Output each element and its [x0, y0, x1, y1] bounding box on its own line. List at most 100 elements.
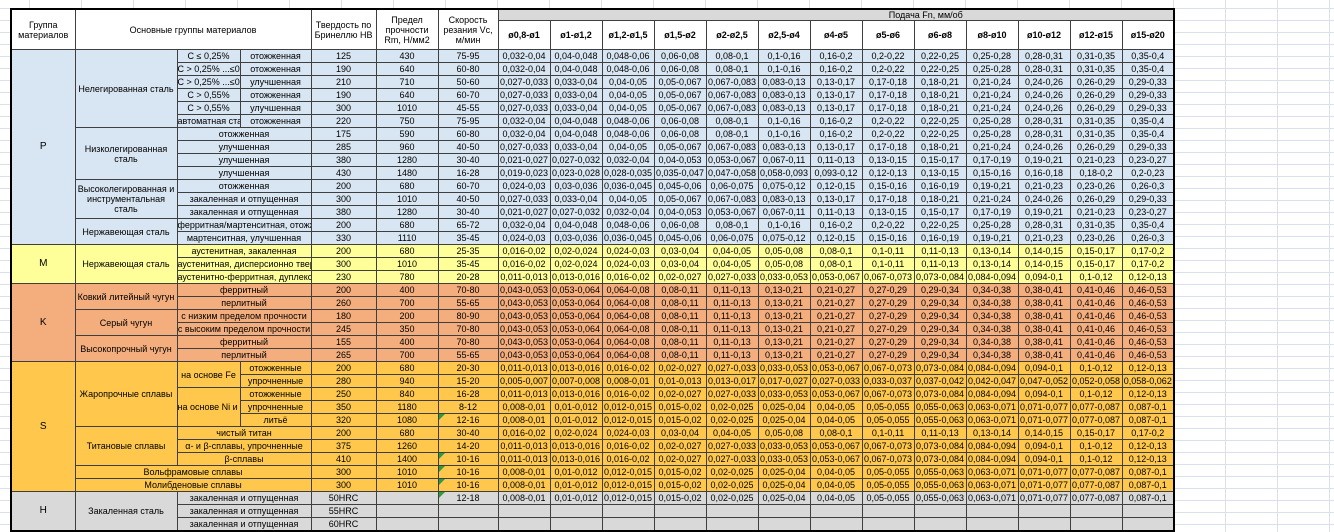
cell-feed[interactable]: 0,008-0,01 — [497, 400, 551, 414]
cell-feed[interactable]: 0,18-0,21 — [913, 140, 967, 154]
cell-speed[interactable]: 75-95 — [437, 114, 499, 128]
cell-feed[interactable]: 0,26-0,29 — [1069, 75, 1123, 89]
cell-feed[interactable]: 0,29-0,33 — [1121, 140, 1175, 154]
cell-feed[interactable]: 0,2-0,22 — [861, 62, 915, 76]
cell-feed[interactable]: 0,17-0,2 — [1121, 257, 1175, 271]
cell-feed[interactable]: 0,08-0,1 — [705, 127, 759, 141]
cell-feed[interactable]: 0,015-0,02 — [653, 413, 707, 427]
cell-feed[interactable]: 0,08-0,1 — [705, 49, 759, 63]
cell-feed-empty[interactable] — [1017, 517, 1071, 532]
cell-material-group[interactable]: Жаропрочные сплавы — [74, 361, 178, 427]
cell-feed[interactable]: 0,021-0,027 — [497, 205, 551, 219]
cell-feed[interactable]: 0,08-0,11 — [653, 309, 707, 323]
cell-feed[interactable]: 0,27-0,29 — [861, 348, 915, 362]
cell-feed[interactable]: 0,083-0,13 — [757, 75, 811, 89]
cell-hardness[interactable]: 330 — [310, 231, 377, 245]
cell-feed[interactable]: 0,063-0,071 — [965, 478, 1019, 492]
cell-hardness[interactable]: 300 — [310, 101, 377, 115]
cell-feed[interactable]: 0,18-0,21 — [913, 101, 967, 115]
cell-feed[interactable]: 0,048-0,06 — [601, 49, 655, 63]
cell-feed[interactable]: 0,02-0,024 — [549, 257, 603, 271]
cell-feed[interactable]: 0,083-0,13 — [757, 192, 811, 206]
cell-feed[interactable]: 0,25-0,28 — [965, 62, 1019, 76]
cell-feed[interactable]: 0,073-0,084 — [913, 270, 967, 284]
header-cutting-speed[interactable]: Скорость резания Vc, м/мин — [437, 8, 499, 50]
cell-feed[interactable]: 0,016-0,02 — [497, 426, 551, 440]
cell-feed[interactable]: 0,013-0,016 — [549, 270, 603, 284]
cell-feed[interactable]: 0,17-0,18 — [861, 101, 915, 115]
cell-feed[interactable]: 0,02-0,025 — [705, 491, 759, 505]
cell-feed[interactable]: 0,071-0,077 — [1017, 491, 1071, 505]
cell-feed[interactable]: 0,21-0,27 — [809, 348, 863, 362]
cell-feed[interactable]: 0,1-0,12 — [1069, 387, 1123, 401]
cell-feed[interactable]: 0,18-0,21 — [913, 192, 967, 206]
cell-feed[interactable]: 0,087-0,1 — [1121, 465, 1175, 479]
cell-feed[interactable]: 0,032-0,04 — [601, 153, 655, 167]
cell-feed[interactable]: 0,29-0,33 — [1121, 75, 1175, 89]
cell-feed[interactable]: 0,11-0,13 — [913, 257, 967, 271]
cell-feed[interactable]: 0,053-0,064 — [549, 283, 603, 297]
cell-strength[interactable]: 400 — [375, 335, 439, 349]
cell-hardness[interactable]: 180 — [310, 309, 377, 323]
header-tensile-strength[interactable]: Предел прочности Rm, Н/мм2 — [375, 8, 439, 50]
cell-feed[interactable]: 0,053-0,064 — [549, 296, 603, 310]
feed-column-header[interactable]: ø1,5-ø2 — [653, 20, 707, 50]
cell-feed[interactable]: 0,24-0,26 — [1017, 101, 1071, 115]
cell-feed[interactable]: 0,027-0,033 — [705, 270, 759, 284]
cell-feed[interactable]: 0,008-0,01 — [497, 491, 551, 505]
cell-feed[interactable]: 0,04-0,053 — [653, 153, 707, 167]
cell-feed[interactable]: 0,38-0,41 — [1017, 309, 1071, 323]
cell-feed[interactable]: 0,053-0,067 — [705, 205, 759, 219]
cell-feed[interactable]: 0,13-0,21 — [757, 322, 811, 336]
cell-feed[interactable]: 0,035-0,047 — [653, 166, 707, 180]
cell-feed[interactable]: 0,23-0,27 — [1121, 153, 1175, 167]
cell-feed[interactable]: 0,027-0,033 — [705, 361, 759, 375]
cell-feed-empty[interactable] — [965, 517, 1019, 532]
cell-speed[interactable]: 30-40 — [437, 153, 499, 167]
cell-strength[interactable] — [375, 517, 439, 532]
cell-feed[interactable]: 0,15-0,17 — [913, 205, 967, 219]
cell-feed[interactable]: 0,11-0,13 — [809, 153, 863, 167]
cell-feed[interactable]: 0,13-0,14 — [965, 257, 1019, 271]
cell-speed[interactable]: 80-90 — [437, 309, 499, 323]
cell-feed[interactable]: 0,043-0,053 — [497, 322, 551, 336]
cell-feed[interactable]: 0,033-0,053 — [757, 452, 811, 466]
cell-feed[interactable]: 0,033-0,04 — [549, 101, 603, 115]
cell-material-group[interactable]: Вольфрамовые сплавы — [74, 465, 312, 479]
cell-feed[interactable]: 0,08-0,1 — [809, 426, 863, 440]
cell-feed[interactable]: 0,11-0,13 — [705, 296, 759, 310]
cell-strength[interactable]: 940 — [375, 374, 439, 388]
cell-feed[interactable]: 0,011-0,013 — [497, 439, 551, 453]
cell-feed[interactable]: 0,05-0,08 — [757, 426, 811, 440]
cell-feed[interactable]: 0,05-0,067 — [653, 101, 707, 115]
cell-state[interactable]: закаленная и отпущенная — [176, 504, 312, 518]
cell-feed[interactable]: 0,053-0,067 — [809, 270, 863, 284]
cell-feed[interactable]: 0,29-0,34 — [913, 335, 967, 349]
header-main-groups[interactable]: Основные группы материалов — [74, 8, 312, 50]
cell-feed[interactable]: 0,1-0,11 — [861, 257, 915, 271]
cell-feed[interactable]: 0,055-0,063 — [913, 478, 967, 492]
cell-speed[interactable]: 30-40 — [437, 205, 499, 219]
cell-feed-empty[interactable] — [757, 517, 811, 532]
feed-column-header[interactable]: ø0,8-ø1 — [497, 20, 551, 50]
cell-feed[interactable]: 0,067-0,073 — [861, 361, 915, 375]
cell-feed[interactable]: 0,22-0,25 — [913, 49, 967, 63]
cell-feed[interactable]: 0,17-0,18 — [861, 88, 915, 102]
cell-state[interactable]: улучшенная — [176, 153, 312, 167]
cell-feed[interactable]: 0,21-0,27 — [809, 335, 863, 349]
cell-speed[interactable]: 30-40 — [437, 426, 499, 440]
cell-feed[interactable]: 0,027-0,033 — [497, 192, 551, 206]
cell-feed[interactable]: 0,16-0,2 — [809, 218, 863, 232]
header-brinell-hardness[interactable]: Твердость по Бринеллю HB — [310, 8, 377, 50]
cell-hardness[interactable]: 300 — [310, 465, 377, 479]
cell-feed[interactable]: 0,31-0,35 — [1069, 114, 1123, 128]
cell-feed[interactable]: 0,064-0,08 — [601, 322, 655, 336]
cell-feed[interactable]: 0,41-0,46 — [1069, 309, 1123, 323]
cell-strength[interactable]: 1400 — [375, 452, 439, 466]
cell-material-group[interactable]: Закаленная сталь — [74, 491, 178, 532]
cell-feed[interactable]: 0,46-0,53 — [1121, 283, 1175, 297]
cell-speed[interactable]: 60-80 — [437, 127, 499, 141]
cell-feed[interactable]: 0,28-0,31 — [1017, 127, 1071, 141]
cell-feed[interactable]: 0,1-0,11 — [861, 426, 915, 440]
cell-state[interactable]: отожженные — [239, 387, 312, 401]
